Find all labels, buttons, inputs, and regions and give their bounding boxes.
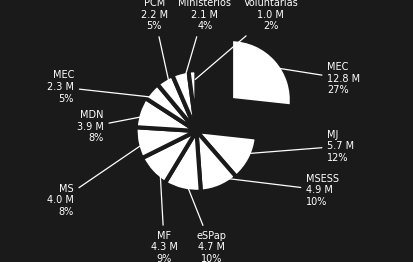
Text: eSPap
4.7 M
10%: eSPap 4.7 M 10% xyxy=(185,182,226,262)
Text: Voluntárias
1.0 M
2%: Voluntárias 1.0 M 2% xyxy=(195,0,297,79)
Text: MJ
5.7 M
12%: MJ 5.7 M 12% xyxy=(243,130,354,163)
Wedge shape xyxy=(188,70,196,131)
Wedge shape xyxy=(142,131,196,183)
Wedge shape xyxy=(145,84,196,131)
Text: MS
4.0 M
8%: MS 4.0 M 8% xyxy=(47,143,145,217)
Wedge shape xyxy=(157,75,196,131)
Wedge shape xyxy=(196,131,236,192)
Wedge shape xyxy=(196,131,256,177)
Text: MEC
12.8 M
27%: MEC 12.8 M 27% xyxy=(270,62,360,95)
Wedge shape xyxy=(172,71,196,131)
Wedge shape xyxy=(230,39,291,107)
Text: PCM
2.2 M
5%: PCM 2.2 M 5% xyxy=(140,0,169,86)
Text: MSESS
4.9 M
10%: MSESS 4.9 M 10% xyxy=(218,173,339,207)
Wedge shape xyxy=(135,98,196,131)
Text: MEC
2.3 M
5%: MEC 2.3 M 5% xyxy=(47,70,156,104)
Wedge shape xyxy=(164,131,200,192)
Text: Outros
Ministérios
2.1 M
4%: Outros Ministérios 2.1 M 4% xyxy=(178,0,231,80)
Text: MF
4.3 M
9%: MF 4.3 M 9% xyxy=(150,168,177,262)
Text: MDN
3.9 M
8%: MDN 3.9 M 8% xyxy=(76,110,146,143)
Wedge shape xyxy=(135,127,196,158)
